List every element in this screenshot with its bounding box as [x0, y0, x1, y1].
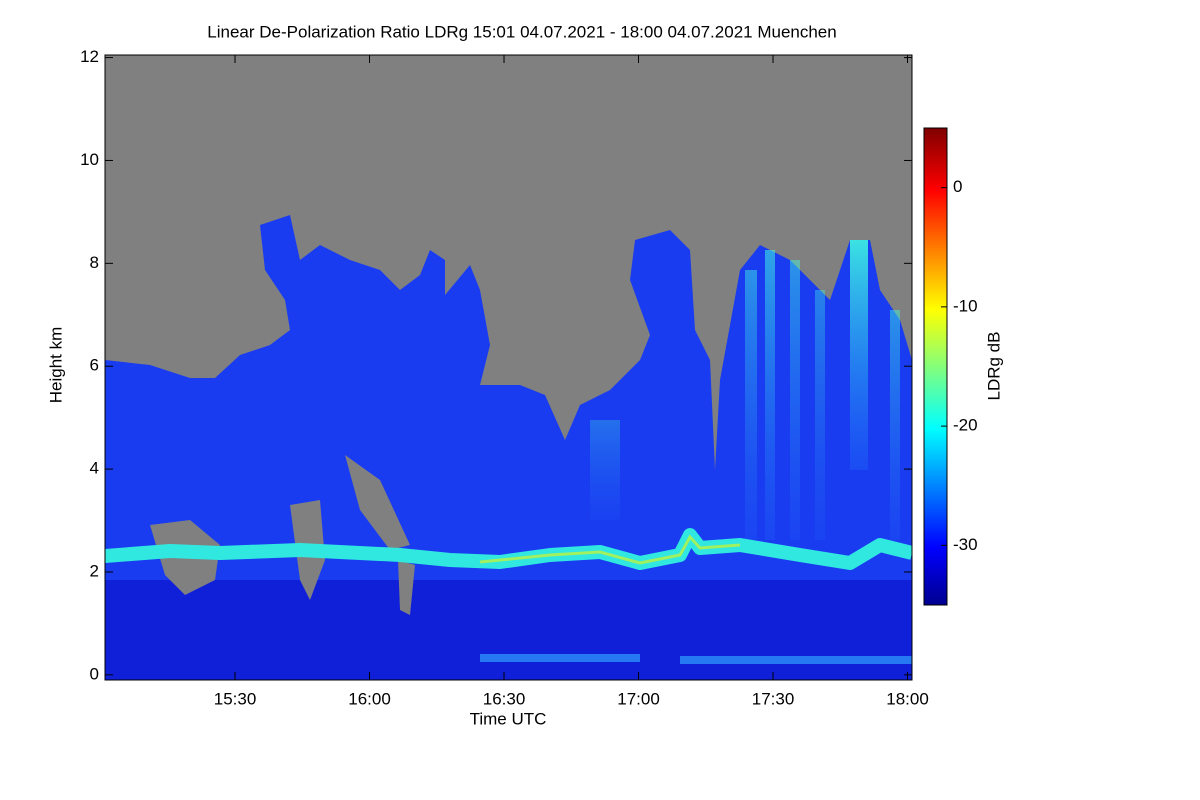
y-tick-label: 12	[80, 47, 99, 66]
colorbar-tick-label: -20	[953, 416, 978, 435]
y-tick-label: 2	[90, 561, 99, 580]
x-tick-label: 17:30	[752, 689, 795, 708]
colorbar-label: LDRg dB	[984, 332, 1003, 401]
x-axis-label: Time UTC	[470, 709, 547, 728]
streaks	[590, 240, 900, 540]
colorbar-tick-label: -10	[953, 296, 978, 315]
x-tick-label: 16:30	[483, 689, 526, 708]
surface-layer	[480, 654, 912, 664]
colorbar-tick-label: 0	[953, 177, 962, 196]
x-tick-label: 17:00	[617, 689, 660, 708]
lidar-field	[105, 55, 912, 680]
y-tick-label: 6	[90, 356, 99, 375]
chart-title: Linear De-Polarization Ratio LDRg 15:01 …	[207, 22, 836, 41]
y-axis-label: Height km	[46, 327, 65, 404]
x-tick-label: 15:30	[214, 689, 257, 708]
y-tick-label: 4	[90, 459, 99, 478]
x-tick-label: 16:00	[348, 689, 391, 708]
lower-layer	[105, 580, 912, 680]
y-tick-label: 0	[90, 664, 99, 683]
colorbar	[923, 127, 948, 606]
plot-frame	[104, 54, 913, 681]
colorbar-tick-label: -30	[953, 535, 978, 554]
band-core	[479, 534, 741, 565]
x-tick-label: 18:00	[886, 689, 929, 708]
y-tick-label: 8	[90, 253, 99, 272]
y-tick-label: 10	[80, 150, 99, 169]
